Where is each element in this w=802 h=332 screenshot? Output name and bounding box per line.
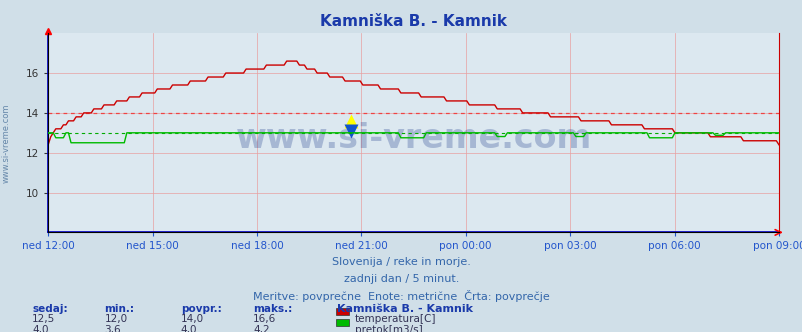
Text: 4,2: 4,2	[253, 325, 269, 332]
Text: 4,0: 4,0	[180, 325, 197, 332]
Text: www.si-vreme.com: www.si-vreme.com	[235, 122, 591, 155]
Text: Kamniška B. - Kamnik: Kamniška B. - Kamnik	[337, 304, 472, 314]
Text: 12,0: 12,0	[104, 314, 128, 324]
Bar	[335, 308, 348, 315]
Text: temperatura[C]: temperatura[C]	[354, 314, 435, 324]
Text: 3,6: 3,6	[104, 325, 121, 332]
Text: Meritve: povprečne  Enote: metrične  Črta: povprečje: Meritve: povprečne Enote: metrične Črta:…	[253, 290, 549, 302]
Text: www.si-vreme.com: www.si-vreme.com	[2, 103, 11, 183]
Text: 4,0: 4,0	[32, 325, 49, 332]
Text: sedaj:: sedaj:	[32, 304, 67, 314]
Text: 14,0: 14,0	[180, 314, 204, 324]
Text: min.:: min.:	[104, 304, 134, 314]
Text: 16,6: 16,6	[253, 314, 276, 324]
Text: pretok[m3/s]: pretok[m3/s]	[354, 325, 422, 332]
Bar	[335, 319, 348, 326]
Text: zadnji dan / 5 minut.: zadnji dan / 5 minut.	[343, 274, 459, 284]
Title: Kamniška B. - Kamnik: Kamniška B. - Kamnik	[320, 14, 506, 29]
Text: Slovenija / reke in morje.: Slovenija / reke in morje.	[332, 257, 470, 267]
Text: maks.:: maks.:	[253, 304, 292, 314]
Text: povpr.:: povpr.:	[180, 304, 221, 314]
Text: 12,5: 12,5	[32, 314, 55, 324]
